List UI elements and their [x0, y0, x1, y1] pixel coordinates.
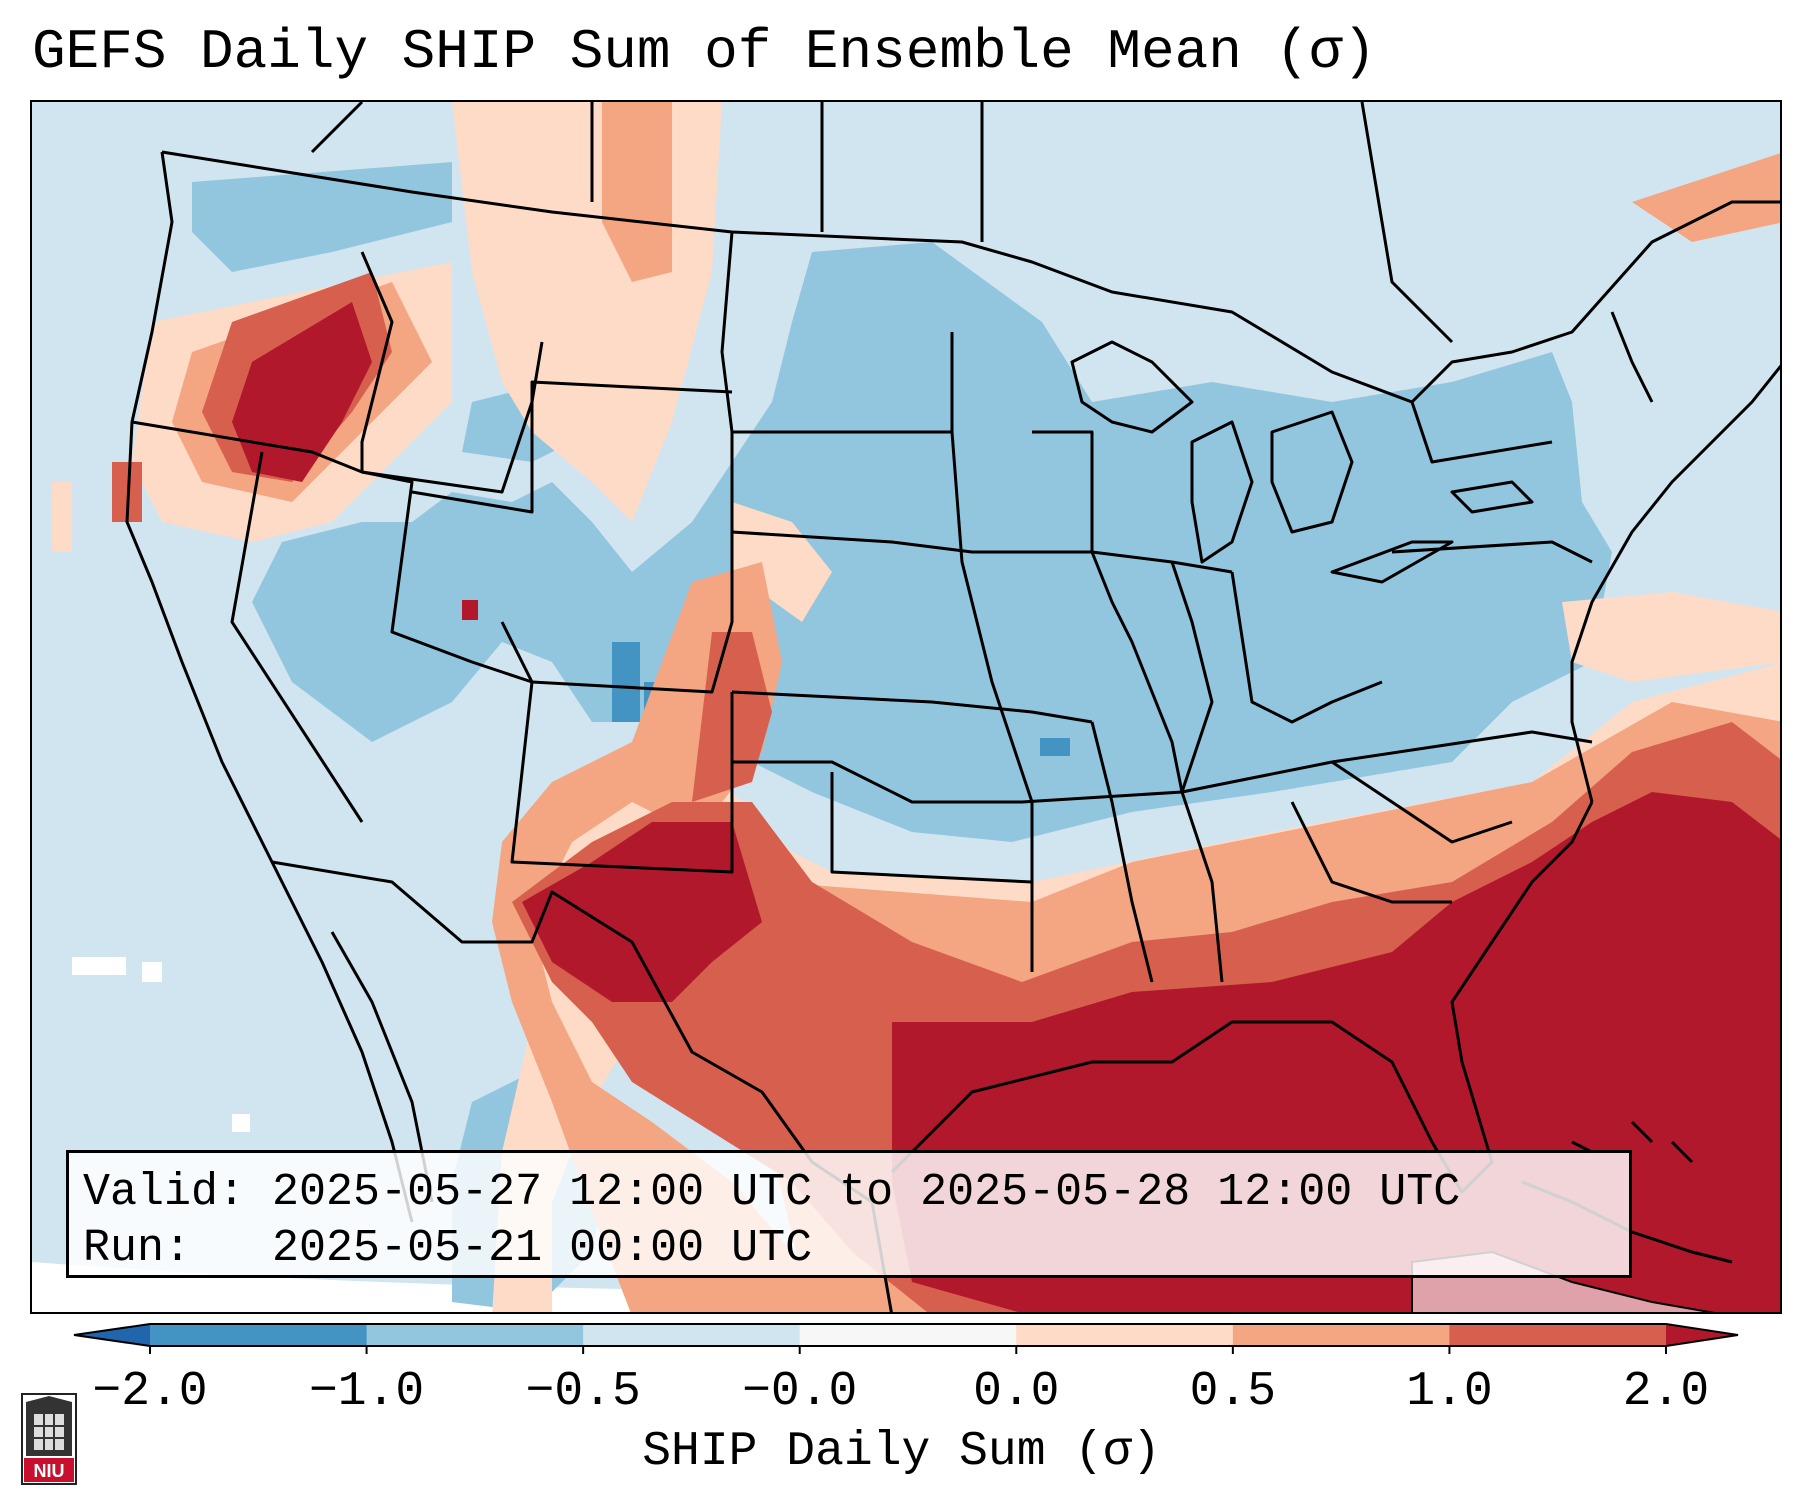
political-boundaries [125, 102, 1780, 1312]
colorbar-tick-label: −1.0 [308, 1365, 425, 1419]
colorbar-extend-low [74, 1324, 150, 1346]
chart-title: GEFS Daily SHIP Sum of Ensemble Mean (σ) [32, 20, 1377, 84]
colorbar-label: SHIP Daily Sum (σ) [642, 1425, 1161, 1479]
colorbar-tick-label: 0.5 [1189, 1365, 1277, 1419]
ship-anomaly-map [32, 102, 1780, 1312]
colorbar-tick-label: 1.0 [1406, 1365, 1493, 1419]
colorbar-tick-label: −2.0 [92, 1365, 208, 1419]
logo-text: NIU [34, 1461, 65, 1481]
colorbar-bin [799, 1324, 1017, 1346]
colorbar-bin [1449, 1324, 1667, 1346]
colorbar [73, 1323, 1739, 1354]
colorbar-tick-label: −0.5 [525, 1365, 641, 1419]
run-value: 2025-05-21 00:00 UTC [272, 1223, 813, 1274]
colorbar-bin [1016, 1324, 1234, 1346]
valid-label: Valid: [83, 1167, 246, 1218]
colorbar-tick-label: 0.0 [973, 1365, 1060, 1419]
validity-info-box: Valid: 2025-05-27 12:00 UTC to 2025-05-2… [66, 1150, 1632, 1278]
map-panel [30, 100, 1782, 1314]
run-line: Run: 2025-05-21 00:00 UTC [83, 1221, 1615, 1277]
colorbar-bin [366, 1324, 584, 1346]
run-label: Run: [83, 1223, 192, 1274]
colorbar-bin [583, 1324, 801, 1346]
colorbar-tick-label: −0.0 [742, 1365, 858, 1419]
valid-value: 2025-05-27 12:00 UTC to 2025-05-28 12:00… [272, 1167, 1461, 1218]
colorbar-bin [150, 1324, 368, 1346]
niu-logo-icon: NIU [21, 1393, 77, 1485]
colorbar-tick-label: 2.0 [1622, 1365, 1710, 1419]
colorbar-extend-high [1666, 1324, 1738, 1346]
valid-line: Valid: 2025-05-27 12:00 UTC to 2025-05-2… [83, 1165, 1615, 1221]
white-patches [72, 957, 250, 1132]
colorbar-bin [1232, 1324, 1450, 1346]
